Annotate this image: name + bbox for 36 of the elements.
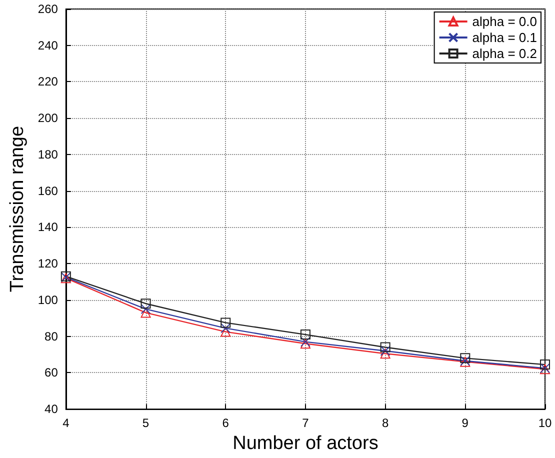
point — [140, 304, 151, 314]
point — [220, 318, 231, 328]
y-tick-label: 60 — [44, 366, 58, 380]
y-tick-label: 80 — [44, 329, 58, 344]
y-tick-label: 120 — [38, 256, 58, 271]
point — [140, 308, 151, 318]
x-tick-label: 7 — [302, 416, 310, 430]
y-tick-label: 160 — [38, 184, 58, 198]
y-axis-title: Transmission range — [7, 126, 28, 292]
y-tick-label: 220 — [38, 74, 58, 89]
point — [140, 298, 151, 309]
x-tick-label: 8 — [382, 416, 389, 430]
legend-label: alpha = 0.0 — [472, 14, 538, 29]
x-tick-label: 5 — [142, 416, 150, 430]
point — [380, 342, 390, 352]
y-tick-label: 100 — [38, 292, 58, 307]
y-tick-label: 260 — [38, 2, 58, 16]
y-tick-label: 40 — [44, 402, 58, 416]
x-tick-label: 10 — [538, 416, 552, 430]
point — [220, 323, 231, 334]
point — [300, 330, 310, 340]
y-tick-label: 180 — [38, 147, 58, 162]
point — [380, 346, 390, 356]
point — [460, 353, 470, 364]
x-tick-label: 6 — [222, 416, 230, 430]
y-tick-label: 240 — [38, 38, 58, 52]
point — [540, 360, 550, 370]
x-tick-label: 9 — [462, 416, 469, 430]
x-tick-label: 4 — [62, 416, 70, 430]
point — [380, 348, 390, 359]
legend-label: alpha = 0.1 — [472, 30, 538, 45]
x-axis-title: Number of actors — [232, 433, 378, 454]
legend-label: alpha = 0.2 — [472, 46, 538, 61]
y-tick-label: 200 — [38, 111, 58, 126]
point — [220, 326, 231, 337]
y-tick-label: 140 — [38, 220, 58, 234]
